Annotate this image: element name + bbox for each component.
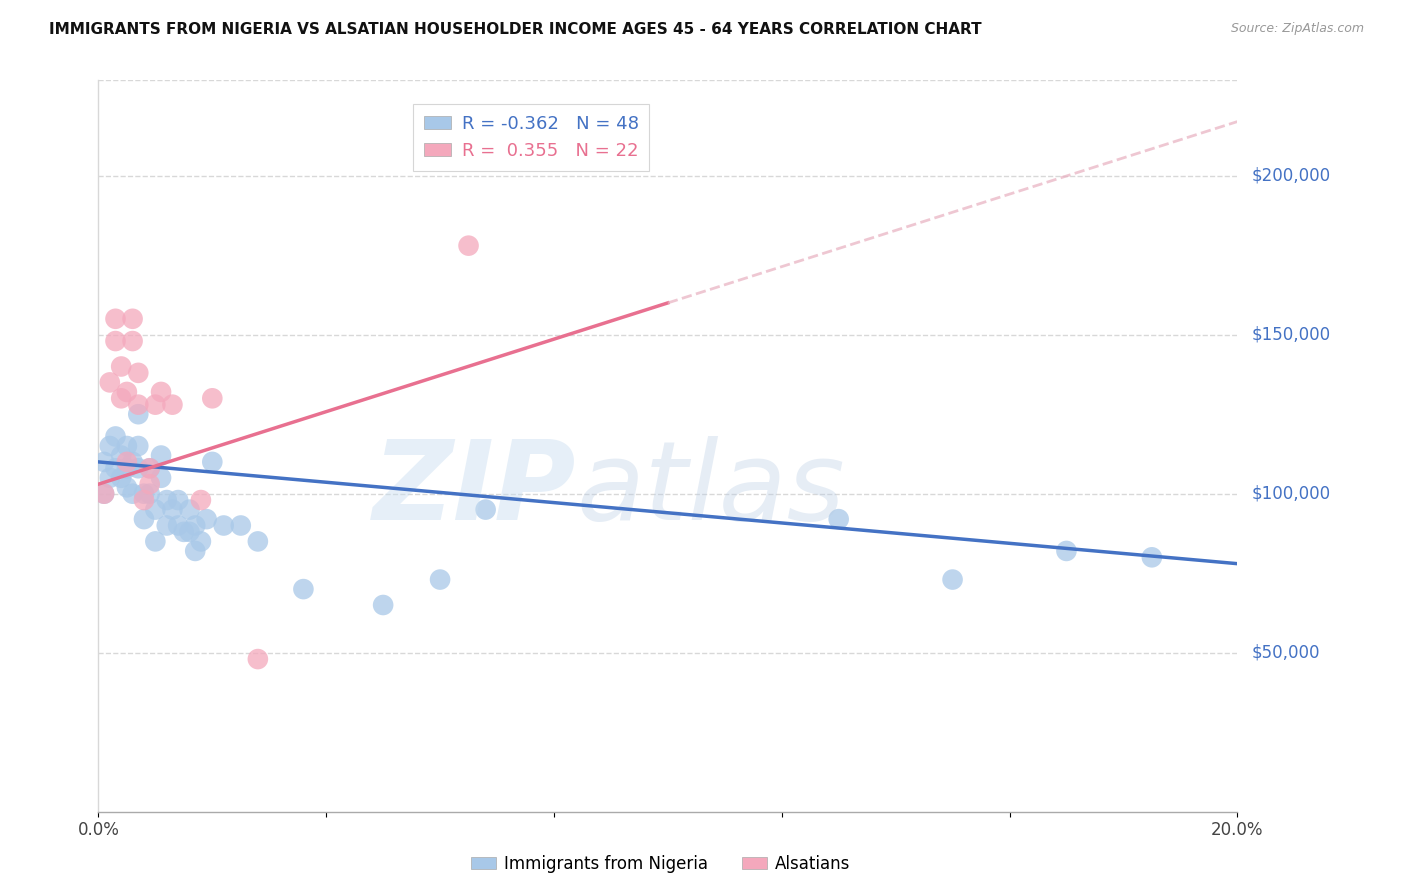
Point	[167, 518, 190, 533]
Point	[104, 461, 127, 475]
Point	[127, 439, 149, 453]
Point	[145, 502, 167, 516]
Point	[429, 573, 451, 587]
Point	[156, 493, 179, 508]
Point	[179, 502, 201, 516]
Point	[93, 486, 115, 500]
Point	[167, 493, 190, 508]
Point	[110, 392, 132, 406]
Point	[110, 359, 132, 374]
Point	[138, 477, 160, 491]
Point	[229, 518, 252, 533]
Point	[104, 429, 127, 443]
Point	[184, 544, 207, 558]
Point	[138, 461, 160, 475]
Point	[162, 398, 184, 412]
Point	[201, 455, 224, 469]
Point	[246, 534, 269, 549]
Point	[127, 398, 149, 412]
Point	[115, 439, 138, 453]
Point	[115, 461, 138, 475]
Point	[115, 384, 138, 399]
Point	[104, 311, 127, 326]
Point	[110, 471, 132, 485]
Point	[150, 471, 173, 485]
Point	[292, 582, 315, 596]
Text: $150,000: $150,000	[1251, 326, 1330, 343]
Point	[127, 407, 149, 421]
Point	[110, 449, 132, 463]
Text: atlas: atlas	[576, 436, 845, 543]
Point	[121, 334, 143, 348]
Point	[173, 524, 195, 539]
Point	[93, 455, 115, 469]
Text: ZIP: ZIP	[373, 436, 576, 543]
Point	[162, 502, 184, 516]
Text: $200,000: $200,000	[1251, 167, 1330, 185]
Point	[138, 486, 160, 500]
Point	[190, 493, 212, 508]
Point	[195, 512, 218, 526]
Point	[115, 455, 138, 469]
Text: $100,000: $100,000	[1251, 484, 1330, 503]
Point	[246, 652, 269, 666]
Point	[127, 366, 149, 380]
Legend: Immigrants from Nigeria, Alsatians: Immigrants from Nigeria, Alsatians	[464, 848, 858, 880]
Point	[127, 461, 149, 475]
Point	[145, 534, 167, 549]
Point	[457, 238, 479, 252]
Point	[98, 376, 121, 390]
Point	[212, 518, 235, 533]
Point	[474, 502, 496, 516]
Point	[373, 598, 395, 612]
Point	[121, 486, 143, 500]
Point	[132, 512, 155, 526]
Point	[184, 518, 207, 533]
Text: IMMIGRANTS FROM NIGERIA VS ALSATIAN HOUSEHOLDER INCOME AGES 45 - 64 YEARS CORREL: IMMIGRANTS FROM NIGERIA VS ALSATIAN HOUS…	[49, 22, 981, 37]
Point	[104, 334, 127, 348]
Point	[828, 512, 851, 526]
Point	[201, 392, 224, 406]
Point	[150, 384, 173, 399]
Point	[132, 493, 155, 508]
Point	[98, 471, 121, 485]
Point	[98, 439, 121, 453]
Point	[942, 573, 965, 587]
Point	[145, 398, 167, 412]
Point	[115, 480, 138, 494]
Text: $50,000: $50,000	[1251, 644, 1320, 662]
Point	[190, 534, 212, 549]
Text: Source: ZipAtlas.com: Source: ZipAtlas.com	[1230, 22, 1364, 36]
Point	[156, 518, 179, 533]
Point	[121, 311, 143, 326]
Point	[179, 524, 201, 539]
Point	[150, 449, 173, 463]
Point	[121, 455, 143, 469]
Point	[138, 461, 160, 475]
Point	[1140, 550, 1163, 565]
Point	[132, 486, 155, 500]
Point	[1056, 544, 1078, 558]
Point	[93, 486, 115, 500]
Legend: R = -0.362   N = 48, R =  0.355   N = 22: R = -0.362 N = 48, R = 0.355 N = 22	[413, 104, 650, 170]
